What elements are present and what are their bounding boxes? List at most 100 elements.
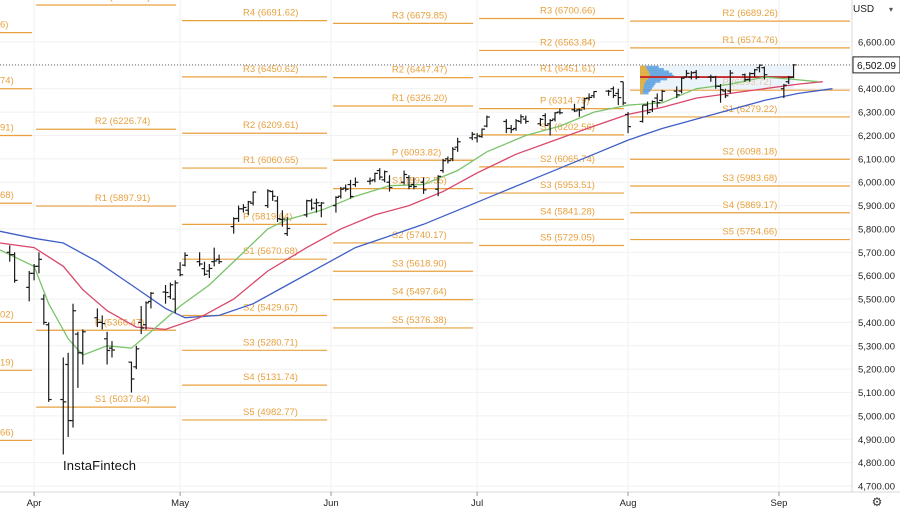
pivot-label: S1 (5037.64) (95, 394, 150, 405)
ohlc-bar (401, 170, 408, 185)
ohlc-bar (420, 177, 427, 194)
ohlc-bar (245, 200, 252, 215)
ohlc-bar (571, 103, 578, 113)
ohlc-bar (367, 177, 374, 185)
ohlc-bar (517, 114, 524, 124)
pivot-label: S1 (5670.68) (243, 246, 298, 257)
volume-bin-up (640, 91, 643, 95)
ohlc-bar (250, 191, 257, 206)
ohlc-bar (654, 93, 661, 108)
ohlc-bar (717, 84, 724, 103)
ohlc-bar (556, 108, 563, 115)
pivot-label: S3 (5983.68) (722, 173, 777, 184)
pivot-label: 02) (0, 309, 14, 320)
ohlc-bar (167, 282, 174, 300)
pivot-label: S1 (6279.22) (722, 104, 777, 115)
pivot-label: 91) (0, 122, 14, 133)
ohlc-bar (279, 210, 286, 227)
volume-profile (640, 65, 794, 95)
ohlc-bar (483, 115, 490, 128)
currency-label: USD (853, 4, 875, 15)
ohlc-bar (352, 177, 359, 187)
volume-bin (640, 82, 656, 86)
pivot-label: 66) (0, 427, 14, 438)
pivot-label: R3 (6679.85) (392, 10, 447, 21)
pivot-label: 74) (0, 76, 14, 87)
y-tick-label: 5,200.00 (858, 365, 895, 376)
pivot-levels: 6) 74) 91) 68) 02) 19) 66) R3 (6758.18) R2 (6226… (0, 0, 850, 442)
volume-bin (640, 68, 664, 72)
ohlc-bar (182, 252, 189, 267)
pivot-label: R2 (6689.26) (722, 8, 777, 19)
ohlc-bar (60, 357, 67, 455)
y-tick-label: 6,300.00 (858, 108, 895, 119)
ohlc-bar (576, 108, 583, 117)
pivot-label: S2 (5429.67) (243, 302, 298, 313)
ohlc-bar (45, 322, 52, 402)
ohlc-bar (722, 88, 729, 99)
ohlc-bar (313, 198, 320, 213)
volume-bin (640, 79, 661, 83)
volume-bin-up (640, 77, 649, 81)
currency-selector[interactable]: USD ▾ (853, 2, 895, 18)
y-tick-label: 4,700.00 (858, 482, 895, 493)
pivot-label: P (6093.82) (392, 147, 441, 158)
ohlc-bar (347, 179, 354, 199)
ohlc-bar (649, 100, 656, 113)
settings-gear-icon[interactable]: ⚙ (871, 495, 883, 509)
x-tick-label: Sep (771, 498, 788, 509)
ohlc-bar (11, 252, 18, 283)
ohlc-bar (449, 147, 456, 162)
grid-lines (0, 0, 852, 492)
y-tick-label: 5,600.00 (858, 271, 895, 282)
volume-bin-up (640, 70, 649, 74)
pivot-label: R1 (6451.61) (540, 64, 595, 75)
ohlc-bar (371, 172, 378, 183)
pivot-label: S4 (5131.74) (243, 372, 298, 383)
ohlc-bar (138, 306, 145, 335)
ohlc-bar (70, 303, 77, 428)
ohlc-bar (40, 294, 47, 325)
ohlc-bars (6, 64, 797, 455)
ohlc-bar (513, 119, 520, 131)
last-price-tag-box (852, 56, 900, 74)
ohlc-bar (386, 175, 393, 192)
ohlc-bar (673, 86, 680, 99)
ohlc-bar (586, 93, 593, 101)
volume-bin (640, 91, 649, 95)
ohlc-bar (143, 301, 150, 330)
pivot-label: S3 (5953.51) (540, 180, 595, 191)
ohlc-bar (683, 70, 690, 78)
ohlc-bar (678, 77, 685, 94)
y-tick-label: 6,600.00 (858, 38, 895, 49)
ohlc-bar (381, 170, 388, 183)
ohlc-bar (337, 186, 344, 199)
ohlc-bar (342, 184, 349, 192)
ohlc-bar (469, 131, 476, 141)
pivot-label: P (5366.47) (95, 317, 144, 328)
ohlc-bar (410, 177, 417, 190)
volume-bin (640, 65, 659, 69)
ohlc-bar (780, 84, 787, 99)
sma_mid-line (0, 81, 823, 331)
ohlc-bar (761, 66, 768, 80)
pivot-label: S5 (5729.05) (540, 233, 595, 244)
ohlc-bar (147, 292, 154, 309)
volume-bin-up (640, 82, 645, 86)
ohlc-bar (108, 341, 115, 358)
y-tick-label: 5,700.00 (858, 248, 895, 259)
volume-bin (640, 89, 651, 93)
volume-bin-up (640, 86, 644, 90)
ohlc-bar (474, 133, 481, 143)
pivot-label: P (6314.79) (540, 96, 589, 107)
ohlc-bar (693, 70, 700, 80)
volume-bin-up (640, 65, 646, 69)
pivot-label: S1 (6202.56) (540, 122, 595, 133)
ohlc-bar (440, 158, 447, 173)
ohlc-bar (644, 101, 651, 115)
ohlc-bar (99, 315, 106, 330)
volume-bin (640, 77, 668, 81)
pivot-label: R1 (5897.91) (95, 193, 150, 204)
ohlc-bar (552, 112, 559, 122)
